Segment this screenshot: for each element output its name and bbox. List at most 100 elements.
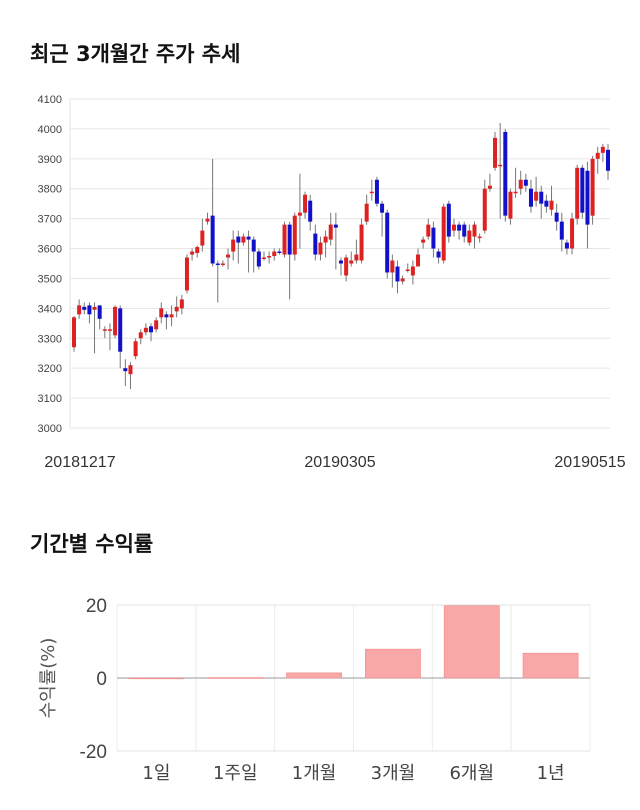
candle-y-ticks: 3000 3100 3200 3300 3400 3500 3600 3700 3800 3900… [38,94,62,435]
bar-x-tick-label: 3개월 [371,763,416,784]
candle-y-tick-label: 3800 [38,184,62,196]
candle-body [179,299,184,309]
candle-body [528,188,533,207]
candle [323,230,328,258]
candle [498,122,503,219]
candle [477,233,482,243]
candle [595,146,600,174]
candle-body [77,305,82,315]
candle-y-tick-label: 3500 [38,273,62,285]
candle-y-tick-label: 3700 [38,214,62,226]
candle-body [215,263,220,265]
candle [333,212,338,270]
bar-y-axis-label: 수익률(%) [38,638,59,719]
candle-body [313,233,318,255]
candle-body [590,158,595,216]
candle-body [570,218,575,249]
candle [585,161,590,249]
candle-body [318,242,323,255]
candle-body [482,188,487,231]
candle [231,230,236,261]
candle-body [174,306,179,312]
candle [128,362,133,390]
candle [539,185,544,219]
candle [364,194,369,225]
bar-x-tick-label: 1주일 [213,763,258,784]
candle [303,191,308,219]
candle [354,239,359,264]
candle [133,338,138,360]
candle [220,260,225,267]
candle-body [87,305,92,315]
candle-body [575,167,580,219]
candle [600,143,605,162]
candle-body [169,314,174,318]
candle [349,251,354,267]
bar-x-tick-label: 1일 [142,763,170,784]
candle-body [123,368,128,372]
candle-body [359,224,364,261]
candle [559,212,564,252]
candle [251,236,256,273]
candle [564,239,569,255]
candle [149,323,154,342]
candle-body [236,236,241,243]
candle [154,317,159,333]
candle-body [451,224,456,231]
candle [590,155,595,225]
candle [436,248,441,264]
candle [405,263,410,273]
candle [421,236,426,249]
candle [261,251,266,261]
candle-body [159,308,164,318]
candle-y-tick-label: 3200 [38,363,62,375]
candle-body [559,221,564,240]
candle [179,294,184,315]
candle-body [564,242,569,249]
candle-body [231,239,236,252]
candle-body [333,224,338,228]
candle-body [472,224,477,237]
candle-body [256,251,261,267]
candle-body [416,254,421,267]
candle-body [92,306,97,310]
candle-body [400,278,405,282]
candle-body [426,224,431,237]
candle-body [272,251,277,257]
candle-body [385,212,390,273]
bar-y-tick-label: 20 [86,596,107,617]
price-trend-title: 최근 3개월간 주가 추세 [30,42,241,66]
bar-x-tick-label: 1개월 [292,763,337,784]
candle [241,233,246,246]
candle-body [395,266,400,282]
candle [102,326,107,339]
candle-y-tick-label: 4100 [38,94,62,106]
candle-y-tick-label: 3400 [38,303,62,315]
candle-body [71,317,77,348]
candle [416,248,421,267]
candle-body [287,224,292,255]
candle [508,188,513,225]
candle-body [97,305,102,319]
candle-body [518,179,523,189]
candle [513,167,518,198]
candle-body [477,236,482,239]
candle-body [457,224,462,231]
candle-body [446,203,451,237]
candle [287,221,292,300]
candle-body [534,191,539,201]
candle-y-tick-label: 3000 [38,423,62,435]
candle [210,158,215,267]
candle-x-tick-label: 20181217 [44,454,115,471]
candle [118,305,123,369]
bar-y-tick-label: 0 [96,669,107,690]
candle [380,200,385,237]
candle [87,302,92,324]
candle [184,254,189,294]
candle-body [133,341,138,357]
bar-y-ticks: -20 0 20 [80,596,107,763]
candle-body [364,203,369,222]
candle [344,254,349,282]
candle [549,185,554,216]
